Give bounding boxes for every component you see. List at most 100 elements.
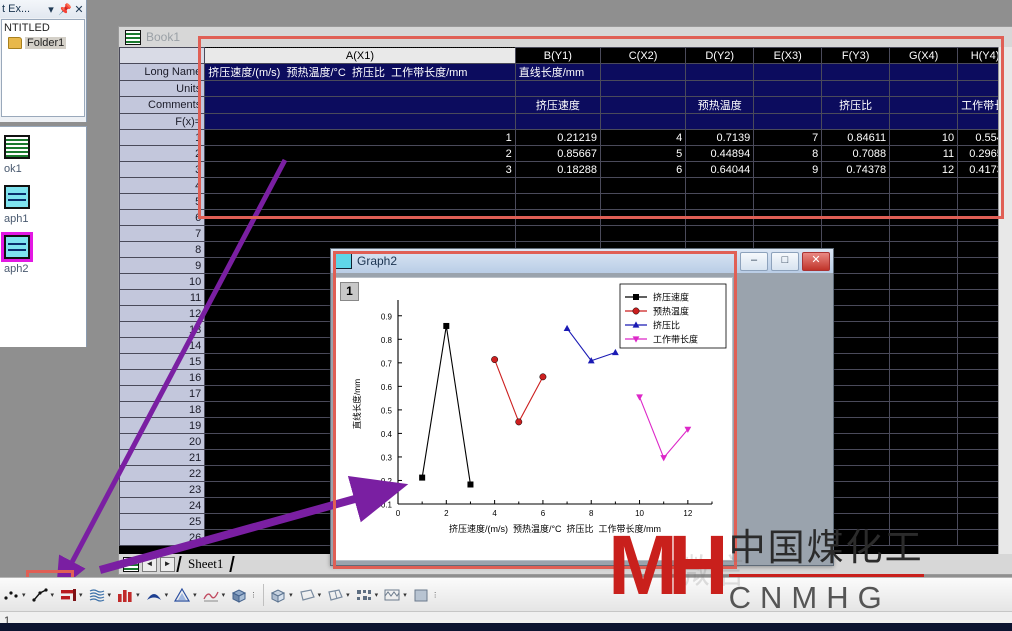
row-header[interactable]: 6	[118, 209, 206, 226]
cell[interactable]	[821, 529, 891, 546]
cell[interactable]: 0.18288	[514, 161, 601, 178]
cell[interactable]	[889, 401, 959, 418]
close-icon[interactable]: ✕	[74, 3, 84, 16]
pin-icon[interactable]: 📌	[58, 3, 72, 16]
row-header[interactable]: 4	[118, 177, 206, 194]
cell[interactable]: 12	[889, 161, 959, 178]
cell[interactable]	[599, 209, 687, 226]
row-header[interactable]: 14	[118, 337, 206, 354]
chevron-down-icon[interactable]: ▾	[374, 592, 379, 599]
cell[interactable]	[821, 241, 891, 258]
row-header[interactable]: 19	[118, 417, 206, 434]
cell[interactable]: 9	[753, 161, 823, 178]
cell[interactable]	[889, 209, 959, 226]
row-header[interactable]: 1	[118, 129, 206, 146]
cell[interactable]	[599, 177, 687, 194]
fill-area-plot-icon[interactable]	[144, 585, 164, 605]
row-header[interactable]: 20	[118, 433, 206, 450]
3d-bar-icon[interactable]	[325, 585, 345, 605]
row-header[interactable]: 21	[118, 449, 206, 466]
cell[interactable]: 0.7088	[821, 145, 891, 162]
cell[interactable]: 0.74378	[821, 161, 891, 178]
units-a[interactable]	[204, 80, 516, 97]
cell[interactable]: 5	[599, 145, 687, 162]
longname-c[interactable]	[599, 63, 687, 81]
longname-e[interactable]	[753, 63, 823, 81]
chevron-down-icon[interactable]: ▾	[107, 592, 112, 599]
comments-b[interactable]: 挤压速度	[514, 96, 601, 114]
cell[interactable]	[889, 433, 959, 450]
sheet-next-button[interactable]: ►	[160, 556, 175, 572]
units-g[interactable]	[889, 80, 959, 97]
scatter-plot-icon[interactable]	[1, 585, 21, 605]
units-c[interactable]	[599, 80, 687, 97]
cell[interactable]: 0.85667	[514, 145, 601, 162]
longname-d[interactable]	[685, 63, 755, 81]
comments-d[interactable]: 预热温度	[685, 96, 755, 114]
table-row[interactable]: 1 1 0.21219 4 0.7139 7 0.84611 10 0.5549	[118, 129, 1012, 146]
fx-e[interactable]	[753, 113, 823, 130]
row-header[interactable]: 2	[118, 145, 206, 162]
project-tree-root[interactable]: NTITLED	[4, 22, 50, 34]
row-header[interactable]: 26	[118, 529, 206, 546]
cell[interactable]	[889, 257, 959, 274]
cell[interactable]: 0.64044	[685, 161, 755, 178]
cell[interactable]	[204, 225, 516, 242]
cell[interactable]: 0.21219	[514, 129, 601, 146]
row-header[interactable]: 11	[118, 289, 206, 306]
units-f[interactable]	[821, 80, 891, 97]
sheet-tab-sheet1[interactable]: Sheet1	[176, 556, 236, 572]
close-button[interactable]: ✕	[802, 251, 830, 271]
chevron-down-icon[interactable]: ▾	[403, 592, 407, 599]
cell[interactable]	[514, 193, 601, 210]
table-row[interactable]: 6	[118, 209, 1012, 226]
fx-d[interactable]	[685, 113, 755, 130]
cell[interactable]	[821, 353, 891, 370]
sheet-prev-button[interactable]: ◄	[142, 556, 157, 572]
cell[interactable]	[889, 353, 959, 370]
image-plot-icon[interactable]	[411, 585, 431, 605]
chevron-down-icon[interactable]: ▾	[221, 592, 226, 599]
cell[interactable]	[889, 177, 959, 194]
comments-a[interactable]	[204, 96, 516, 114]
cell[interactable]: 8	[753, 145, 823, 162]
column-header-e[interactable]: E(X3)	[753, 47, 823, 64]
cell[interactable]	[821, 289, 891, 306]
cell[interactable]	[889, 225, 959, 242]
ternary-plot-icon[interactable]	[172, 585, 192, 605]
workspace-item-graph2[interactable]: aph2	[1, 232, 86, 277]
cell[interactable]: 10	[889, 129, 959, 146]
3d-scatter-icon[interactable]	[268, 585, 288, 605]
chevron-down-icon[interactable]: ▾	[346, 592, 350, 599]
fx-c[interactable]	[599, 113, 687, 130]
row-header[interactable]: 5	[118, 193, 206, 210]
column-header-f[interactable]: F(Y3)	[821, 47, 891, 64]
cell[interactable]	[685, 209, 755, 226]
table-row[interactable]: 7	[118, 225, 1012, 242]
cell[interactable]	[889, 321, 959, 338]
cell[interactable]	[889, 385, 959, 402]
chevron-down-icon[interactable]: ▾	[289, 592, 293, 599]
comments-f[interactable]: 挤压比	[821, 96, 891, 114]
row-header[interactable]: 9	[118, 257, 206, 274]
row-header[interactable]: 18	[118, 401, 206, 418]
3d-wire-icon[interactable]	[297, 585, 317, 605]
project-tree-folder1[interactable]: Folder1	[8, 37, 84, 49]
cell[interactable]	[889, 529, 959, 546]
cell[interactable]	[514, 209, 601, 226]
cell[interactable]	[821, 209, 891, 226]
cell[interactable]: 0.7139	[685, 129, 755, 146]
cell[interactable]	[514, 225, 601, 242]
cell[interactable]	[889, 481, 959, 498]
chevron-down-icon[interactable]: ▾	[164, 592, 169, 599]
cell[interactable]: 2	[204, 145, 516, 162]
cell[interactable]	[204, 177, 516, 194]
cell[interactable]: 4	[599, 129, 687, 146]
smoothed-line-icon[interactable]	[201, 585, 221, 605]
project-tree[interactable]: NTITLED Folder1	[1, 19, 85, 117]
select-all-corner[interactable]	[118, 47, 206, 64]
cell[interactable]: 0.44894	[685, 145, 755, 162]
comments-c[interactable]	[599, 96, 687, 114]
column-header-g[interactable]: G(X4)	[889, 47, 959, 64]
